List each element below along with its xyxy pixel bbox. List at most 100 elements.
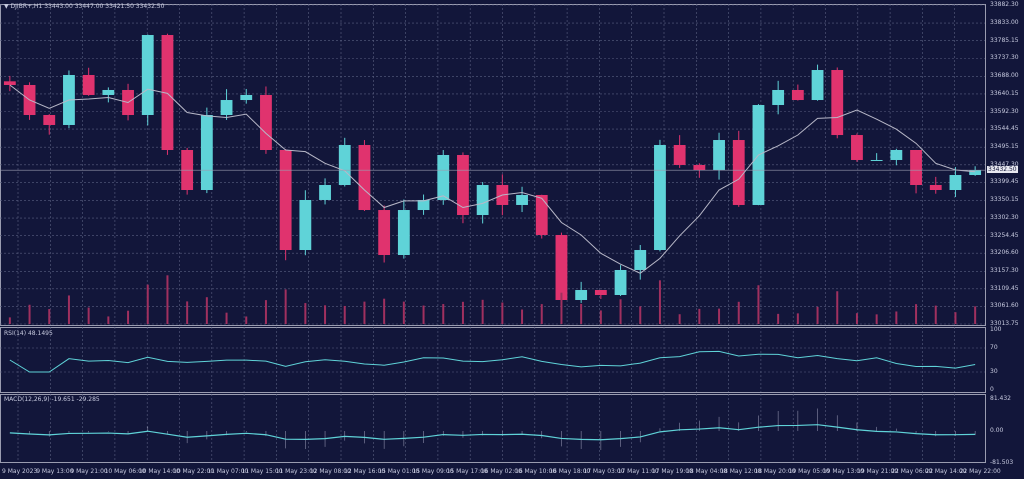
time-tick: 17 May 11:00	[617, 468, 659, 475]
volume-bar	[855, 313, 858, 324]
volume-bar	[146, 284, 149, 324]
rsi-tick: 100	[990, 326, 1002, 333]
candle-body	[338, 145, 351, 186]
price-tick: 33254.45	[990, 231, 1019, 239]
candle-body	[614, 269, 627, 296]
volume-bar	[481, 299, 484, 324]
candle-body	[831, 70, 844, 136]
volume-bar	[974, 306, 977, 324]
volume-bar	[383, 298, 386, 324]
volume-bar	[698, 308, 701, 324]
volume-bar	[363, 301, 366, 324]
time-tick: 9 May 13:00	[36, 468, 74, 475]
candle-body	[141, 35, 154, 115]
candle-body	[260, 94, 272, 151]
candle-body	[476, 185, 489, 216]
time-tick: 12 May 08:00	[309, 468, 351, 475]
time-tick: 16 May 02:00	[480, 468, 522, 475]
rsi-line	[9, 350, 976, 373]
time-tick: 22 May 14:00	[925, 468, 967, 475]
time-tick: 11 May 15:00	[241, 468, 283, 475]
volume-bar	[757, 285, 760, 324]
candle-body	[811, 70, 824, 101]
volume-bar	[560, 292, 563, 324]
price-tick: 33013.75	[990, 320, 1019, 327]
candle-body	[693, 164, 706, 171]
volume-bar	[205, 297, 208, 324]
candle-body	[654, 145, 666, 251]
candle-body	[457, 154, 469, 216]
price-tick: 33447.30	[990, 160, 1019, 168]
time-tick: 9 May 21:00	[70, 468, 108, 475]
time-tick: 11 May 07:00	[207, 468, 249, 475]
candle-body	[299, 199, 312, 251]
volume-bar	[658, 280, 661, 324]
volume-bar	[422, 305, 425, 324]
time-tick: 10 May 06:00	[104, 468, 146, 475]
rsi-tick: 70	[990, 344, 998, 351]
candle-body	[910, 150, 922, 186]
volume-bar	[540, 304, 543, 324]
volume-bar	[166, 275, 169, 324]
volume-bar	[718, 308, 721, 324]
candle-body	[791, 89, 804, 101]
volume-bar	[343, 305, 346, 324]
pane-border-1	[0, 327, 986, 393]
volume-bar	[619, 299, 622, 324]
volume-bar	[442, 304, 445, 324]
volume-bar	[127, 310, 130, 324]
time-tick: 18 May 20:00	[754, 468, 796, 475]
macd-tick: -81.503	[990, 459, 1014, 466]
volume-bar	[67, 295, 70, 324]
volume-bar	[836, 291, 839, 324]
candle-body	[851, 135, 863, 160]
price-tick: 33350.15	[990, 196, 1019, 204]
candle-body	[240, 94, 253, 101]
candle-body	[358, 145, 371, 211]
candle-body	[555, 234, 568, 300]
volume-bar	[87, 307, 90, 324]
menu-triangle-icon[interactable]: ▼	[4, 3, 9, 10]
candle-body	[949, 175, 962, 190]
candle-body	[575, 290, 588, 300]
price-tick: 33061.60	[990, 302, 1019, 310]
price-tick: 33688.00	[990, 72, 1019, 80]
candle-body	[713, 140, 725, 171]
symbol-label: DJIBR+,H1	[10, 3, 43, 10]
current-price-tag: 33432.50	[987, 166, 1018, 173]
candle-body	[43, 115, 56, 125]
time-tick: 22 May 06:00	[891, 468, 933, 475]
volume-bar	[245, 316, 248, 324]
volume-bar	[264, 300, 267, 324]
volume-bar	[639, 306, 642, 324]
price-tick: 33157.30	[990, 267, 1019, 275]
time-tick: 19 May 05:00	[788, 468, 830, 475]
candle-body	[82, 75, 95, 95]
time-tick: 10 May 14:00	[138, 468, 180, 475]
time-tick: 10 May 22:00	[173, 468, 215, 475]
candle-body	[535, 194, 548, 235]
time-tick: 9 May 2023	[2, 468, 38, 475]
price-tick: 33882.30	[990, 1, 1019, 8]
candle-body	[516, 194, 528, 205]
time-tick: 15 May 09:00	[412, 468, 454, 475]
candle-body	[397, 210, 410, 256]
price-tick: 33206.60	[990, 249, 1019, 257]
volume-bar	[8, 317, 11, 324]
volume-bar	[915, 304, 918, 324]
price-tick: 33109.45	[990, 284, 1019, 292]
candle-body	[437, 154, 450, 200]
candle-body	[673, 145, 686, 165]
price-tick: 33833.00	[990, 19, 1019, 27]
volume-bar	[28, 304, 31, 324]
time-tick: 18 May 12:00	[720, 468, 762, 475]
volume-bar	[107, 316, 110, 324]
candle-body	[969, 170, 982, 176]
time-tick: 16 May 10:00	[515, 468, 557, 475]
ohlc-label: 33443.00 33447.00 33421.50 33432.50	[44, 3, 165, 10]
candle-body	[200, 115, 213, 190]
volume-bar	[777, 313, 780, 324]
volume-bar	[895, 311, 898, 324]
